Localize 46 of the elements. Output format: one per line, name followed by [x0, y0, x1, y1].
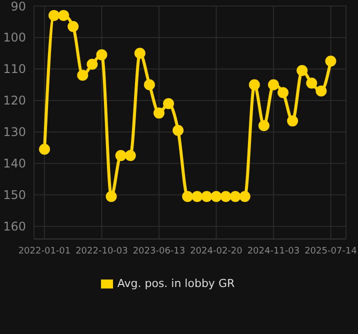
- point: [239, 190, 250, 202]
- point: [296, 65, 308, 76]
- point: [258, 120, 270, 132]
- y-tick-label: 140: [3, 156, 26, 171]
- x-tick-label: 2022-10-03: [76, 246, 128, 256]
- point: [48, 10, 60, 21]
- y-tick-label: 130: [3, 125, 26, 140]
- y-tick-label: 90: [10, 0, 26, 14]
- point: [144, 79, 155, 90]
- y-tick-label: 160: [3, 220, 26, 234]
- point: [182, 190, 194, 202]
- point: [220, 190, 232, 202]
- point: [77, 70, 88, 81]
- point: [230, 190, 241, 202]
- point: [210, 190, 222, 202]
- point: [134, 48, 146, 59]
- point: [268, 79, 279, 90]
- point: [124, 150, 136, 162]
- point: [306, 78, 318, 89]
- x-tick-label: 2023-06-13: [132, 246, 186, 256]
- x-tick-label: 2024-11-03: [247, 246, 300, 256]
- x-tick-label: 2022-01-01: [18, 246, 71, 256]
- point: [172, 124, 184, 136]
- legend-label: Avg. pos. in lobby GR: [117, 277, 235, 290]
- point: [38, 144, 50, 155]
- point: [163, 98, 174, 110]
- point: [325, 56, 336, 67]
- x-tick-label: 2024-02-20: [190, 246, 243, 256]
- point: [115, 150, 126, 162]
- y-tick-label: 150: [3, 188, 26, 202]
- x-tick-label: 2025-07-14: [304, 246, 358, 256]
- y-tick-label: 120: [3, 94, 26, 108]
- point: [278, 87, 289, 98]
- y-tick-label: 100: [3, 30, 26, 45]
- point: [86, 58, 98, 70]
- point: [58, 10, 70, 21]
- point: [201, 190, 212, 202]
- point: [316, 86, 327, 97]
- y-tick-label: 110: [3, 62, 26, 76]
- point: [153, 108, 164, 119]
- point: [68, 20, 79, 32]
- point: [287, 115, 298, 126]
- point: [106, 190, 117, 202]
- point: [96, 49, 108, 60]
- point: [192, 190, 203, 202]
- point: [248, 79, 260, 90]
